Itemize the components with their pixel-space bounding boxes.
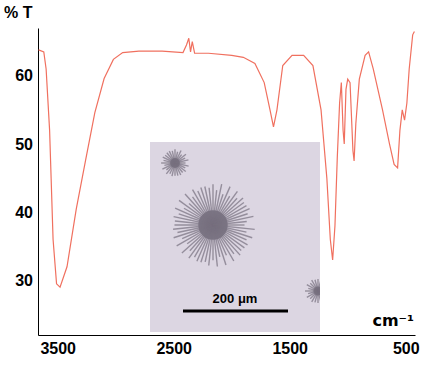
x-axis: 3500 2500 1500 500: [39, 335, 420, 357]
crystal-needle: [173, 225, 213, 229]
crystal-needle: [318, 288, 320, 291]
y-tick: 50: [15, 136, 38, 153]
crystals: [161, 149, 320, 303]
crystal-edge: [305, 279, 320, 303]
y-axis: 30 40 50 60: [15, 29, 38, 336]
crystal-needle: [162, 163, 175, 169]
x-tick-label: 2500: [156, 340, 192, 357]
chart: 3500 2500 1500 500 30 40 50 60 200 μm % T cm⁻¹: [0, 0, 421, 367]
crystal-needle: [318, 291, 320, 303]
crystal-needle: [175, 160, 188, 163]
crystal-needle: [169, 151, 175, 163]
crystal-needle: [213, 225, 240, 255]
x-axis-line: [39, 335, 416, 336]
crystal-small: [161, 149, 189, 176]
x-tick-label: 500: [393, 340, 420, 357]
crystal-needle: [175, 163, 181, 175]
crystal-needle: [201, 187, 213, 225]
crystal-needle: [213, 216, 253, 225]
crystal-needle: [312, 280, 318, 291]
y-tick: 60: [15, 67, 38, 84]
y-tick-label: 30: [15, 272, 33, 289]
inset-background: [150, 142, 320, 332]
x-tick: 1500: [272, 335, 308, 357]
crystal-needle: [175, 163, 178, 176]
x-tick: 2500: [156, 335, 192, 357]
y-tick: 40: [15, 204, 38, 221]
scale-bar: [183, 310, 288, 313]
y-tick: 30: [15, 272, 38, 289]
x-tick-label: 1500: [272, 340, 308, 357]
y-tick-label: 60: [15, 67, 33, 84]
crystal-large: [173, 184, 255, 266]
crystal-needle: [213, 209, 250, 225]
crystal-needle: [182, 225, 213, 253]
scale-bar-label: 200 μm: [213, 291, 258, 306]
crystal-needle: [213, 225, 217, 266]
x-tick-label: 3500: [40, 340, 76, 357]
x-tick: 500: [393, 335, 420, 357]
x-axis-title: cm⁻¹: [372, 311, 414, 330]
crystal-needle: [174, 225, 213, 238]
crystal-needle: [318, 282, 320, 291]
crystal-needle: [213, 198, 243, 225]
x-tick: 3500: [40, 335, 76, 357]
inset-image: 200 μm: [150, 142, 331, 332]
crystal-needle: [307, 291, 318, 297]
y-tick-label: 50: [15, 136, 33, 153]
crystal-needle: [213, 221, 247, 225]
y-tick-label: 40: [15, 204, 33, 221]
crystal-needle: [315, 280, 318, 291]
crystal-needle: [185, 194, 213, 225]
crystal-needle: [205, 187, 213, 225]
y-axis-title: % T: [4, 4, 33, 21]
y-axis-line: [38, 29, 39, 336]
